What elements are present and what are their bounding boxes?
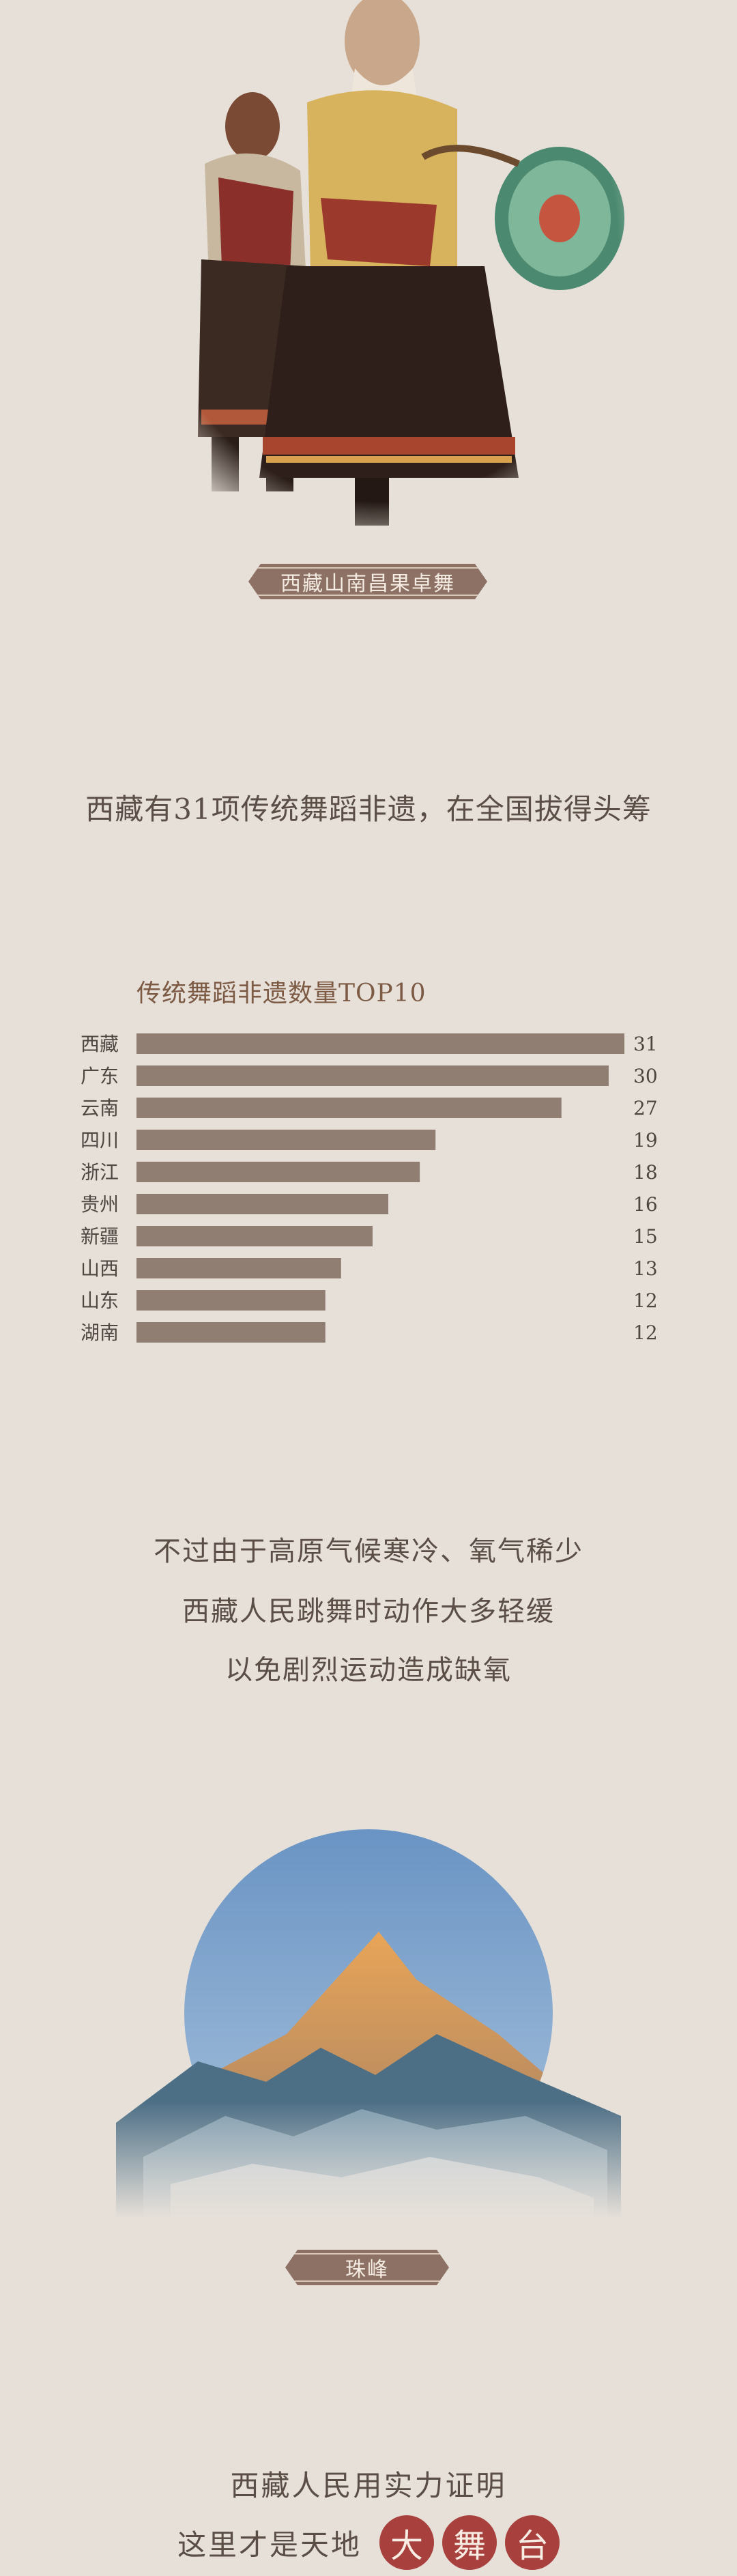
photo-caption: 西藏山南昌果卓舞 [280, 572, 455, 596]
value-label: 31 [633, 1033, 658, 1055]
bar [136, 1130, 436, 1150]
bar [136, 1322, 326, 1343]
value-label: 19 [633, 1129, 658, 1151]
value-label: 12 [633, 1289, 658, 1312]
dancers-photo [136, 0, 628, 539]
chart-title: 传统舞蹈非遗数量TOP10 [136, 979, 427, 1007]
value-label: 13 [633, 1257, 658, 1280]
value-label: 30 [633, 1065, 658, 1087]
value-label: 15 [633, 1225, 658, 1248]
mountain-caption-ribbon: 珠峰 [285, 2250, 449, 2285]
highlight-char-1: 大 [379, 2515, 434, 2570]
bar [136, 1226, 373, 1246]
bar [136, 1162, 420, 1182]
bar-chart: 西藏 31 广东 30 云南 27 四川 19 浙江 18 贵州 16 新疆 15 山西 13 山东 12 湖南 12 [81, 1033, 658, 1344]
value-label: 18 [633, 1161, 658, 1184]
category-label: 浙江 [81, 1161, 119, 1184]
highlight-char-2: 舞 [442, 2515, 497, 2570]
closing-line-2-text: 这里才是天地 [177, 2528, 362, 2562]
category-label: 新疆 [81, 1225, 119, 1248]
highlight-char-3: 台 [505, 2515, 560, 2570]
value-label: 27 [633, 1097, 658, 1119]
bar [136, 1065, 609, 1086]
category-label: 云南 [81, 1097, 119, 1119]
category-label: 湖南 [81, 1321, 119, 1344]
closing-line-1: 西藏人民用实力证明 [230, 2469, 507, 2502]
category-label: 贵州 [81, 1193, 119, 1216]
paragraph-line-2: 西藏人民跳舞时动作大多轻缓 [182, 1596, 555, 1627]
bar [136, 1194, 389, 1214]
category-label: 山东 [81, 1289, 119, 1312]
everest-photo [116, 1829, 621, 2218]
category-label: 西藏 [81, 1033, 119, 1055]
mountain-caption: 珠峰 [345, 2258, 389, 2282]
closing-line-2: 这里才是天地 大 舞 台 [0, 2512, 737, 2573]
paragraph-line-1: 不过由于高原气候寒冷、氧气稀少 [154, 1536, 583, 1567]
bar [136, 1033, 624, 1054]
bar [136, 1258, 341, 1278]
bar [136, 1098, 562, 1118]
category-label: 山西 [81, 1257, 119, 1280]
headline: 西藏有31项传统舞蹈非遗，在全国拔得头筹 [85, 792, 652, 826]
value-label: 16 [633, 1193, 658, 1216]
paragraph-line-3: 以免剧烈运动造成缺氧 [225, 1655, 512, 1686]
category-label: 广东 [81, 1065, 119, 1087]
category-label: 四川 [81, 1129, 119, 1151]
bar [136, 1290, 326, 1311]
photo-caption-ribbon: 西藏山南昌果卓舞 [248, 564, 487, 599]
value-label: 12 [633, 1321, 658, 1344]
